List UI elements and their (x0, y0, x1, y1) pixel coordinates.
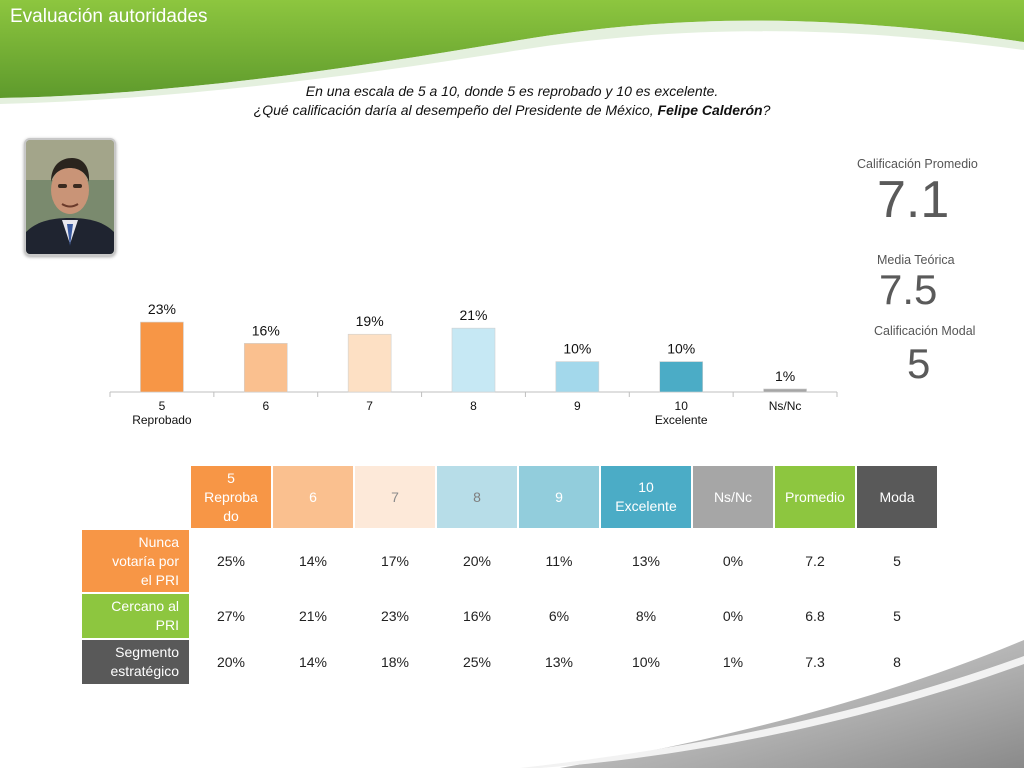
table-cell: 11% (545, 553, 573, 569)
table-cell: 20% (462, 553, 492, 569)
bar (555, 361, 600, 393)
table-cell: 0% (722, 553, 744, 569)
table-column-header: Moda (857, 466, 937, 528)
table-row-header: Nunca votaría por el PRI (82, 530, 189, 592)
table-cell: 7.2 (805, 553, 825, 569)
table-row: Cercano al PRI 27% 21% 23% 16% 6% 8% 0% 6.8 5 (82, 594, 937, 638)
table-body: Nunca votaría por el PRI 25% 14% 17% 20% 11% 13%… (82, 530, 937, 684)
table-cell: 25% (216, 553, 246, 569)
table-cell: 13% (631, 553, 661, 569)
table-cell: 14% (298, 553, 328, 569)
bar (763, 388, 807, 393)
bar (243, 343, 288, 393)
x-tick-label: Ns/Nc (769, 399, 802, 413)
table-cell: 7.3 (805, 654, 825, 670)
bar-data-label: 10% (667, 341, 695, 357)
table-cell: 8 (893, 654, 901, 670)
table-row-header: Segmento estratégico (82, 640, 189, 684)
media-teorica-label: Media Teórica (877, 253, 955, 267)
table-cell: 21% (298, 608, 328, 624)
table-column-header: Promedio (775, 466, 855, 528)
table-corner-cell (82, 466, 189, 528)
question-line-1: En una escala de 5 a 10, donde 5 es repr… (305, 83, 719, 99)
x-tick-label: 6 (262, 399, 269, 413)
bar (347, 333, 392, 393)
table-cell: 6.8 (805, 608, 825, 624)
table-cell: 17% (380, 553, 410, 569)
table-column-header: 5 Reproba do (191, 466, 271, 528)
x-tick-label: 5 (159, 399, 166, 413)
table-header-row: 5 Reproba do 6 7 8 9 10 Excelente Ns/Nc Promedio Mo… (82, 466, 937, 528)
table-column-header: 9 (519, 466, 599, 528)
table-column-header: 10 Excelente (601, 466, 691, 528)
bar-data-label: 10% (563, 341, 591, 357)
promedio-value: 7.1 (877, 171, 950, 229)
x-tick-label: Reprobado (132, 413, 192, 427)
media-teorica-value: 7.5 (879, 266, 938, 313)
table-cell: 18% (380, 654, 410, 670)
table-cell: 20% (216, 654, 246, 670)
x-tick-label: 9 (574, 399, 581, 413)
table-cell: 5 (893, 553, 901, 569)
modal-label: Calificación Modal (874, 324, 976, 338)
table-column-header: 8 (437, 466, 517, 528)
table-cell: 0% (722, 608, 744, 624)
promedio-label: Calificación Promedio (857, 157, 978, 171)
table-cell: 16% (462, 608, 492, 624)
table-column-header: Ns/Nc (693, 466, 773, 528)
table-cell: 10% (631, 654, 661, 670)
table-cell: 1% (722, 654, 744, 670)
table-cell: 27% (216, 608, 246, 624)
table-cell: 23% (380, 608, 410, 624)
table-row-header: Cercano al PRI (82, 594, 189, 638)
bar-data-label: 1% (775, 368, 795, 384)
question-line-2-post: ? (762, 102, 771, 118)
bar (451, 327, 496, 393)
slide-title: Evaluación autoridades (10, 6, 208, 27)
table-cell: 14% (298, 654, 328, 670)
bar-data-label: 21% (459, 307, 487, 323)
table-column-header: 7 (355, 466, 435, 528)
segment-table: 5 Reproba do 6 7 8 9 10 Excelente Ns/Nc Promedio Mo… (80, 464, 939, 686)
question-line-2: ¿Qué calificación daría al desempeño del… (162, 101, 862, 120)
table-row: Segmento estratégico 20% 14% 18% 25% 13% 10% 1% 7… (82, 640, 937, 684)
president-photo (24, 138, 116, 256)
bar-data-label: 19% (356, 313, 384, 329)
bar (140, 321, 184, 393)
survey-question: En una escala de 5 a 10, donde 5 es repr… (162, 82, 862, 120)
table-cell: 25% (462, 654, 492, 670)
table-cell: 8% (635, 608, 657, 624)
table-cell: 13% (544, 654, 574, 670)
table-cell: 6% (548, 608, 570, 624)
x-tick-label: 8 (470, 399, 477, 413)
x-tick-label: 7 (366, 399, 373, 413)
bar (659, 361, 704, 393)
x-tick-label: 10 (675, 399, 689, 413)
table-row: Nunca votaría por el PRI 25% 14% 17% 20% 11% 13%… (82, 530, 937, 592)
question-line-2-pre: ¿Qué calificación daría al desempeño del… (253, 102, 658, 118)
modal-value: 5 (907, 340, 931, 387)
table-column-header: 6 (273, 466, 353, 528)
x-tick-label: Excelente (655, 413, 708, 427)
bar-data-label: 23% (148, 301, 176, 317)
table-cell: 5 (893, 608, 901, 624)
bar-data-label: 16% (252, 322, 280, 338)
president-name: Felipe Calderón (657, 102, 763, 118)
